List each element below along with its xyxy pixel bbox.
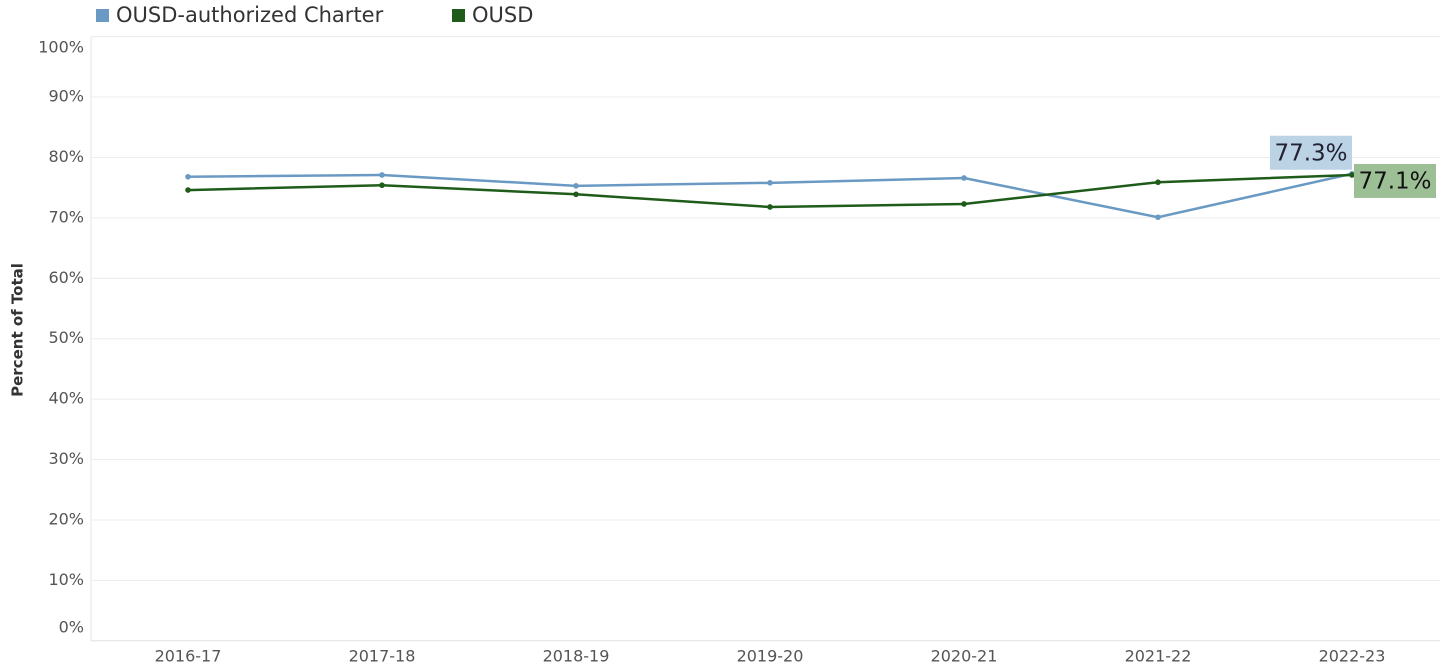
y-tick-label: 10% (48, 570, 84, 589)
series-line (187, 173, 1353, 209)
legend-label: OUSD-authorized Charter (116, 3, 384, 27)
x-tick-label: 2016-17 (155, 647, 222, 666)
point (961, 201, 967, 207)
x-tick-label: 2018-19 (543, 647, 610, 666)
value-label-bg (1354, 163, 1436, 198)
value-label-bg (1270, 135, 1352, 170)
point (1155, 179, 1161, 186)
point (767, 180, 773, 186)
x-tick-label: 2020-21 (931, 647, 998, 666)
point (767, 204, 773, 210)
y-tick-label: 50% (48, 328, 84, 347)
y-tick-label: 80% (48, 147, 84, 166)
y-tick-label: 20% (48, 509, 84, 528)
x-tick-label: 2017-18 (349, 647, 416, 666)
x-tick-label: 2021-22 (1125, 647, 1192, 666)
y-axis-title: Percent of Total (9, 263, 27, 397)
point (961, 175, 967, 181)
point (185, 187, 191, 193)
y-tick-label: 0% (59, 618, 84, 637)
y-tick-label: 30% (48, 449, 84, 468)
value-label: 77.3% (1274, 140, 1347, 166)
x-tick-label: 2022-23 (1319, 647, 1386, 666)
y-tick-label: 60% (48, 268, 84, 287)
legend-swatch (452, 9, 465, 22)
y-tick-label: 100% (38, 38, 84, 57)
y-tick-label: 40% (48, 389, 84, 408)
point (379, 182, 385, 189)
point (573, 191, 579, 198)
y-tick-label: 70% (48, 207, 84, 226)
point (573, 183, 579, 189)
point (1155, 214, 1161, 221)
legend-label: OUSD (472, 3, 533, 27)
point (185, 173, 191, 180)
point (379, 172, 385, 178)
legend-swatch (96, 9, 109, 22)
point (1349, 172, 1355, 178)
value-label: 77.1% (1358, 168, 1431, 194)
y-tick-label: 90% (48, 87, 84, 106)
x-tick-label: 2019-20 (737, 647, 804, 666)
